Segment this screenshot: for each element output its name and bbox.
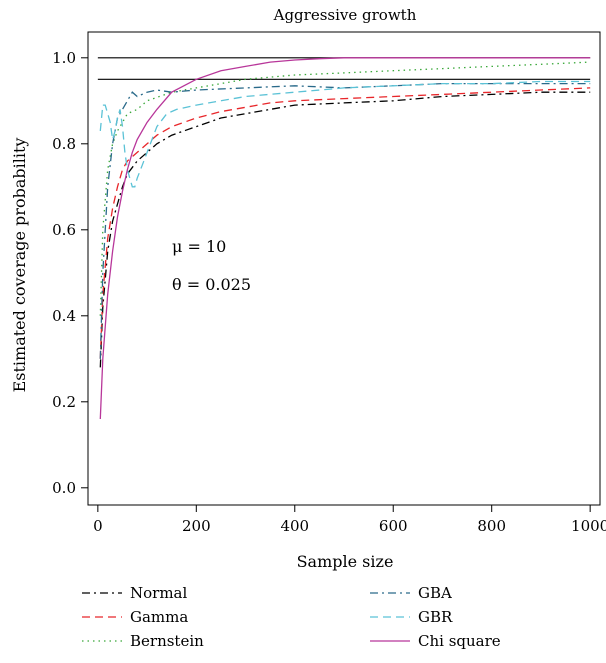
x-tick-label: 0 xyxy=(93,517,103,535)
legend-label-normal: Normal xyxy=(130,584,187,602)
series-line-gba xyxy=(99,82,591,359)
x-axis-label: Sample size xyxy=(297,552,394,571)
x-tick-label: 600 xyxy=(379,517,408,535)
chart-title: Aggressive growth xyxy=(273,6,417,24)
y-tick-label: 0.4 xyxy=(52,307,76,325)
series-line-normal xyxy=(99,91,591,368)
x-tick-label: 1000 xyxy=(571,517,606,535)
plot-frame xyxy=(87,31,601,506)
series-line-bernstein xyxy=(99,61,591,316)
y-tick-label: 1.0 xyxy=(52,49,76,67)
legend-label-gba: GBA xyxy=(418,584,452,602)
x-tick-label: 400 xyxy=(280,517,309,535)
plot-area: 0 200 400 600 800 1000 0.0 0.2 0.4 0.6 0.8 1.0 xyxy=(52,31,606,535)
series-line-gamma xyxy=(99,87,591,359)
y-axis-label: Estimated coverage probability xyxy=(10,138,29,393)
x-tick-label: 200 xyxy=(182,517,211,535)
y-tick-label: 0.0 xyxy=(52,479,76,497)
legend-label-gbr: GBR xyxy=(418,608,453,626)
legend: Normal Gamma Bernstein GBA GBR Chi square xyxy=(82,584,501,650)
legend-label-bernstein: Bernstein xyxy=(130,632,204,650)
legend-label-gamma: Gamma xyxy=(130,608,188,626)
annotation-mu: μ = 10 xyxy=(172,237,226,256)
legend-label-chi-square: Chi square xyxy=(418,632,501,650)
annotation-theta: θ = 0.025 xyxy=(172,275,251,294)
y-tick-label: 0.8 xyxy=(52,135,76,153)
x-tick-label: 800 xyxy=(477,517,506,535)
series-line-chi-square xyxy=(99,57,591,420)
y-tick-label: 0.2 xyxy=(52,393,76,411)
y-tick-label: 0.6 xyxy=(52,221,76,239)
series-line-gbr xyxy=(99,80,591,188)
